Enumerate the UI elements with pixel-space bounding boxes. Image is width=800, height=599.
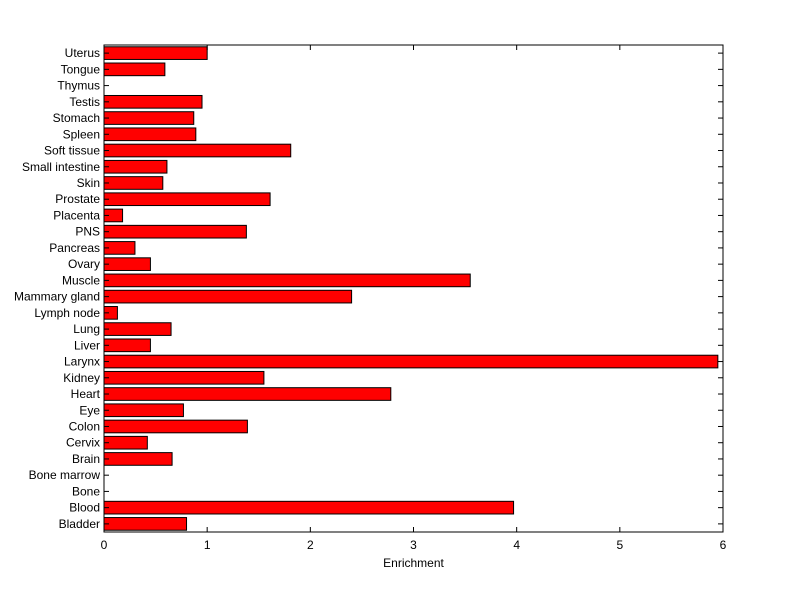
y-tick-label: Thymus — [57, 79, 100, 93]
x-tick-label: 2 — [307, 538, 314, 552]
y-tick-label: Bladder — [59, 517, 100, 531]
y-tick-label: Blood — [69, 501, 100, 515]
bar-cervix — [103, 435, 148, 450]
bar-tongue — [103, 62, 166, 77]
y-tick-label: Lung — [73, 322, 100, 336]
plot-frame — [103, 44, 724, 533]
y-tick-label: Kidney — [63, 371, 100, 385]
y-tick-label: Brain — [72, 452, 100, 466]
bar-liver — [103, 338, 151, 353]
bar-small-intestine — [103, 159, 168, 174]
bar-brain — [103, 452, 173, 466]
y-tick-label: Larynx — [64, 355, 100, 369]
y-tick-label: Uterus — [65, 46, 100, 60]
y-tick-label: Ovary — [68, 257, 100, 271]
y-tick-label: PNS — [75, 225, 100, 239]
bar-eye — [103, 403, 184, 418]
bar-larynx — [103, 354, 719, 369]
bar-kidney — [103, 370, 265, 385]
y-tick-label: Colon — [69, 419, 100, 433]
y-tick-label: Mammary gland — [14, 290, 100, 304]
y-tick-label: Heart — [71, 387, 101, 401]
y-tick-label: Soft tissue — [44, 144, 100, 158]
x-tick-label: 3 — [410, 538, 417, 552]
y-tick-label: Bone — [72, 484, 100, 498]
y-tick-label: Lymph node — [34, 306, 100, 320]
y-tick-label: Placenta — [53, 208, 100, 222]
bar-colon — [103, 419, 248, 434]
bar-skin — [103, 176, 164, 190]
x-tick-label: 4 — [513, 538, 520, 552]
bar-stomach — [103, 111, 195, 125]
y-tick-label: Cervix — [66, 436, 100, 450]
y-tick-label: Prostate — [55, 192, 100, 206]
bar-soft-tissue — [103, 143, 292, 158]
y-tick-label: Stomach — [53, 111, 100, 125]
bar-pns — [103, 224, 247, 239]
bar-lung — [103, 322, 172, 336]
bar-testis — [103, 94, 203, 109]
x-tick-label: 5 — [616, 538, 623, 552]
x-axis: 0 1 2 3 4 5 6 — [101, 45, 727, 552]
y-tick-label: Small intestine — [22, 160, 100, 174]
bar-muscle — [103, 273, 471, 288]
x-tick-label: 0 — [101, 538, 108, 552]
bar-spleen — [103, 127, 197, 142]
x-tick-label: 1 — [204, 538, 211, 552]
bar-heart — [103, 387, 392, 401]
y-tick-label: Liver — [74, 338, 100, 352]
bar-uterus — [103, 46, 208, 60]
bar-prostate — [103, 192, 271, 207]
bar-bladder — [103, 517, 188, 531]
y-axis: Uterus Tongue Thymus Testis Stomach Spleen Sof… — [14, 46, 723, 531]
y-tick-label: Skin — [77, 176, 100, 190]
bar-mammary-gland — [103, 289, 353, 304]
bar-ovary — [103, 257, 151, 271]
y-tick-label: Tongue — [61, 62, 101, 76]
y-tick-label: Testis — [69, 95, 100, 109]
bar-blood — [103, 500, 515, 515]
y-tick-label: Eye — [79, 403, 100, 417]
y-tick-label: Muscle — [62, 273, 100, 287]
x-tick-label: 6 — [720, 538, 727, 552]
y-tick-label: Bone marrow — [29, 468, 101, 482]
y-tick-label: Spleen — [63, 127, 100, 141]
y-tick-label: Pancreas — [49, 241, 100, 255]
x-axis-label: Enrichment — [383, 556, 444, 570]
